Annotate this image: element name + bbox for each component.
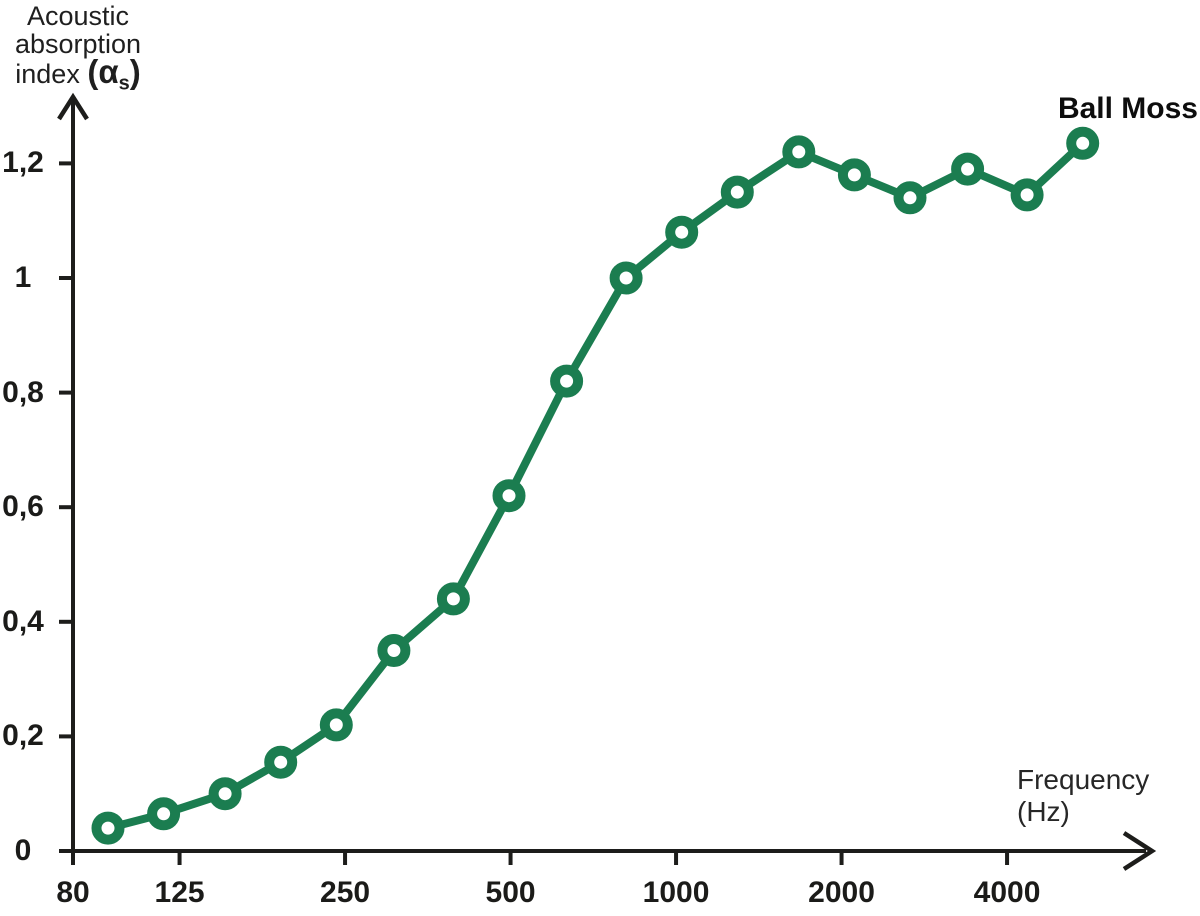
alpha-subscript: s [118, 72, 130, 95]
y-tick-label: 0,4 [2, 604, 44, 638]
data-point-marker [665, 215, 699, 249]
y-axis-title-line2: absorption [14, 29, 142, 59]
data-point-marker [837, 158, 871, 192]
x-axis-title: Frequency (Hz) [1017, 764, 1149, 828]
x-axis-title-line2: (Hz) [1017, 796, 1070, 827]
data-point-marker [1066, 126, 1100, 160]
y-tick-label: 0,2 [2, 719, 44, 753]
data-point-marker [893, 181, 927, 215]
data-point-marker [609, 261, 643, 295]
x-tick-label: 250 [320, 876, 371, 909]
x-axis-arrow-icon [1122, 831, 1157, 871]
y-tick-label: 0,8 [2, 375, 44, 409]
data-point-marker [951, 152, 985, 186]
y-axis-arrow-icon [57, 92, 89, 121]
y-axis-title-index: index [15, 59, 88, 89]
y-tick-label: 0 [14, 834, 32, 867]
y-axis-title-line3: index (αs) [0, 55, 156, 97]
data-point-marker [720, 175, 754, 209]
y-axis-title: Acoustic absorption index (αs) [0, 2, 156, 97]
series-line [104, 139, 1087, 833]
data-point-marker [264, 745, 298, 779]
data-point-marker [319, 708, 353, 742]
x-tick-label: 2000 [808, 876, 875, 909]
y-tick-label: 1 [14, 261, 32, 294]
data-point-marker [1010, 178, 1044, 212]
x-tick-label: 4000 [973, 876, 1041, 909]
data-point-marker [377, 634, 411, 667]
data-point-marker [782, 135, 816, 169]
y-axis-title-line1: Acoustic [26, 1, 130, 31]
data-point-marker [492, 479, 526, 513]
x-tick-label: 1000 [642, 876, 710, 909]
data-point-marker [550, 364, 584, 398]
data-point-marker [147, 797, 181, 831]
alpha-close-paren: ) [129, 53, 141, 90]
y-tick-label: 1,2 [2, 146, 44, 180]
y-tick-label: 0,6 [2, 490, 44, 524]
series-label-ball-moss: Ball Moss [1057, 92, 1198, 125]
x-tick-label: 500 [485, 876, 536, 909]
data-point-marker [208, 777, 242, 811]
alpha-symbol: (α [87, 53, 119, 90]
x-tick-label: 80 [56, 876, 90, 909]
x-tick-label: 125 [154, 876, 205, 909]
x-axis-title-line1: Frequency [1017, 764, 1150, 795]
data-point-marker [436, 582, 470, 616]
data-point-marker [91, 811, 125, 845]
